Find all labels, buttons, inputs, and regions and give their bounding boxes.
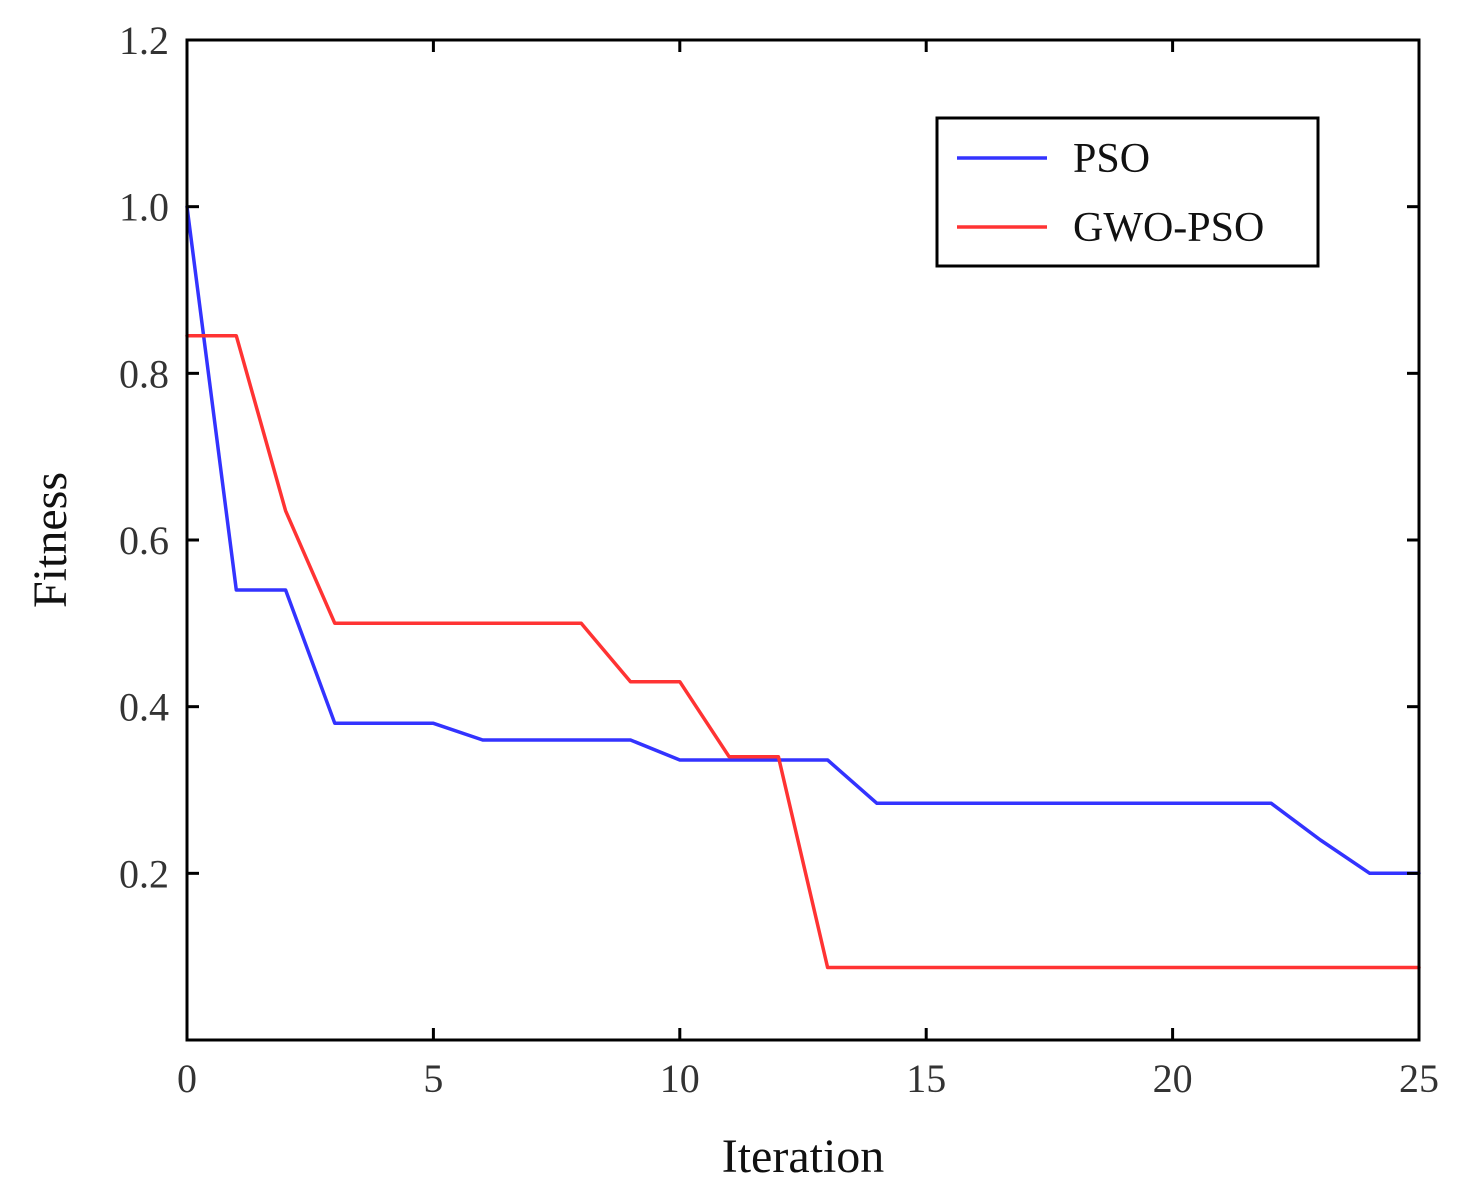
x-tick-label: 10 <box>660 1056 700 1101</box>
x-tick-label: 15 <box>906 1056 946 1101</box>
x-tick-label: 5 <box>423 1056 443 1101</box>
plot-area <box>185 204 1421 970</box>
y-tick-label: 0.8 <box>119 351 169 396</box>
x-tick-label: 25 <box>1399 1056 1439 1101</box>
legend-box <box>935 116 1320 268</box>
y-tick-label: 0.2 <box>119 851 169 896</box>
y-tick-label: 1.0 <box>119 185 169 230</box>
x-tick-label: 0 <box>177 1056 197 1101</box>
legend-label: PSO <box>1073 136 1150 182</box>
y-tick-label: 0.6 <box>119 518 169 563</box>
axes: 0 5 10 15 20 25 0.2 0.4 0.6 0.8 1.0 1.2 Iteration Fit… <box>24 18 1439 1183</box>
y-axis-title: Fitness <box>24 472 77 608</box>
legend-label: GWO-PSO <box>1073 205 1264 251</box>
series-line-pso <box>185 204 1421 876</box>
x-tick-label: 20 <box>1153 1056 1193 1101</box>
legend: PSO GWO-PSO <box>935 116 1320 268</box>
x-axis-title: Iteration <box>722 1130 885 1183</box>
y-tick-label: 0.4 <box>119 685 169 730</box>
series-line-gwo-pso <box>185 334 1421 970</box>
y-tick-label: 1.2 <box>119 18 169 63</box>
